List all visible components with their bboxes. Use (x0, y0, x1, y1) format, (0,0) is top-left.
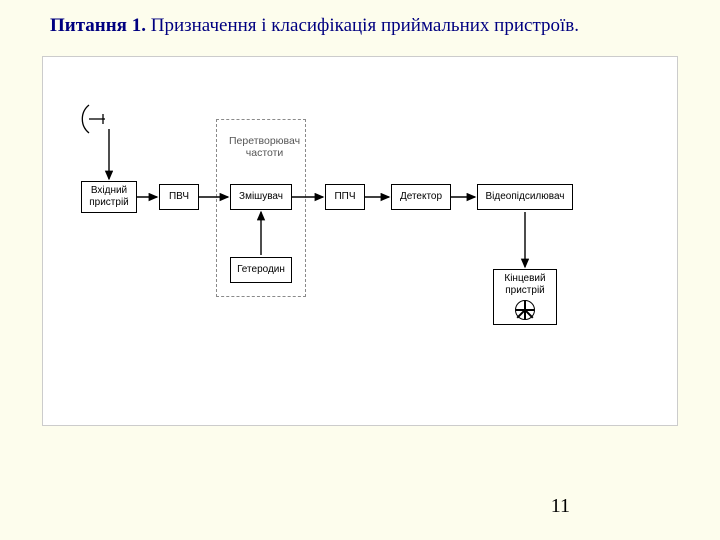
antenna-icon (82, 105, 105, 133)
title-prefix: Питання 1. (50, 15, 151, 36)
page-title: Питання 1. Призначення і класифікація пр… (0, 0, 720, 48)
title-rest: Призначення і класифікація приймальних п… (151, 15, 579, 36)
page-number: 11 (551, 495, 570, 518)
block-diagram: Перетворюваччастоти Вхіднийпристрій ПВЧ … (42, 56, 678, 426)
diagram-svg (43, 57, 677, 425)
